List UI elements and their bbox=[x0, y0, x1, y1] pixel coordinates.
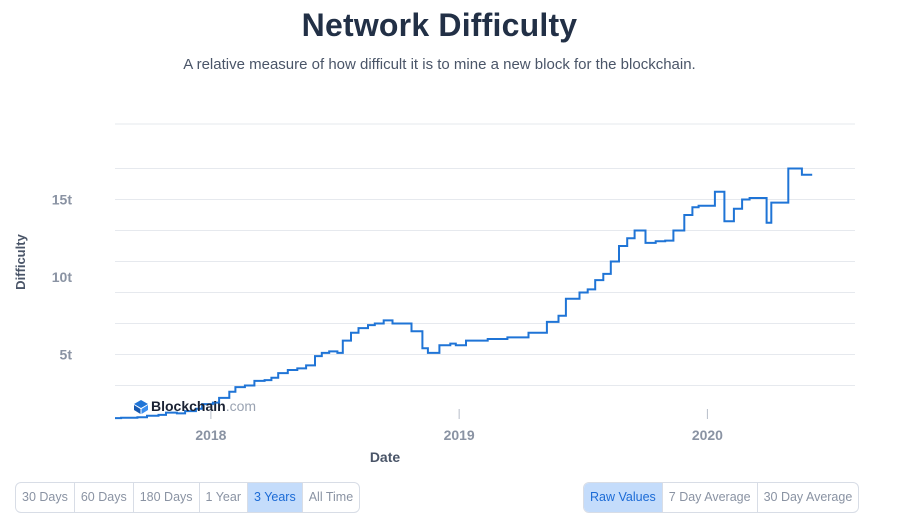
time-range-selector: 30 Days 60 Days 180 Days 1 Year 3 Years All T… bbox=[15, 482, 361, 513]
y-tick-label: 5t bbox=[60, 347, 73, 363]
button-30-day-average[interactable]: 30 Day Average bbox=[756, 483, 859, 512]
y-tick-label: 10t bbox=[52, 269, 73, 285]
y-axis-ticks: 5t 10t 15t bbox=[52, 192, 73, 363]
button-raw-values[interactable]: Raw Values bbox=[584, 483, 662, 512]
difficulty-series-line bbox=[115, 167, 813, 420]
button-60-days[interactable]: 60 Days bbox=[73, 483, 133, 512]
button-180-days[interactable]: 180 Days bbox=[132, 483, 199, 512]
x-tick-label: 2018 bbox=[195, 427, 226, 443]
grid-lines bbox=[115, 123, 855, 386]
x-axis-label: Date bbox=[370, 449, 401, 465]
button-1-year[interactable]: 1 Year bbox=[198, 483, 247, 512]
x-tick-label: 2020 bbox=[692, 427, 723, 443]
button-7-day-average[interactable]: 7 Day Average bbox=[661, 483, 757, 512]
button-all-time[interactable]: All Time bbox=[301, 483, 359, 512]
averaging-selector: Raw Values 7 Day Average 30 Day Average bbox=[583, 482, 860, 513]
page-subtitle: A relative measure of how difficult it i… bbox=[183, 56, 696, 73]
button-30-days[interactable]: 30 Days bbox=[22, 490, 68, 504]
button-3-years[interactable]: 3 Years bbox=[247, 483, 302, 512]
difficulty-chart: 5t 10t 15t 2018 2019 2020 Difficulty Date Bl… bbox=[13, 123, 855, 465]
svg-text:Blockchain.com: Blockchain.com bbox=[151, 398, 256, 414]
watermark-brand: Blockchain bbox=[151, 398, 226, 414]
x-axis-ticks: 2018 2019 2020 bbox=[195, 409, 723, 443]
blockchain-watermark: Blockchain.com bbox=[134, 398, 256, 414]
blockchain-logo-icon bbox=[134, 400, 148, 414]
y-tick-label: 15t bbox=[52, 192, 73, 208]
x-tick-label: 2019 bbox=[444, 427, 475, 443]
page-title: Network Difficulty bbox=[301, 7, 578, 43]
y-axis-label: Difficulty bbox=[13, 233, 28, 289]
watermark-suffix: .com bbox=[226, 398, 256, 414]
